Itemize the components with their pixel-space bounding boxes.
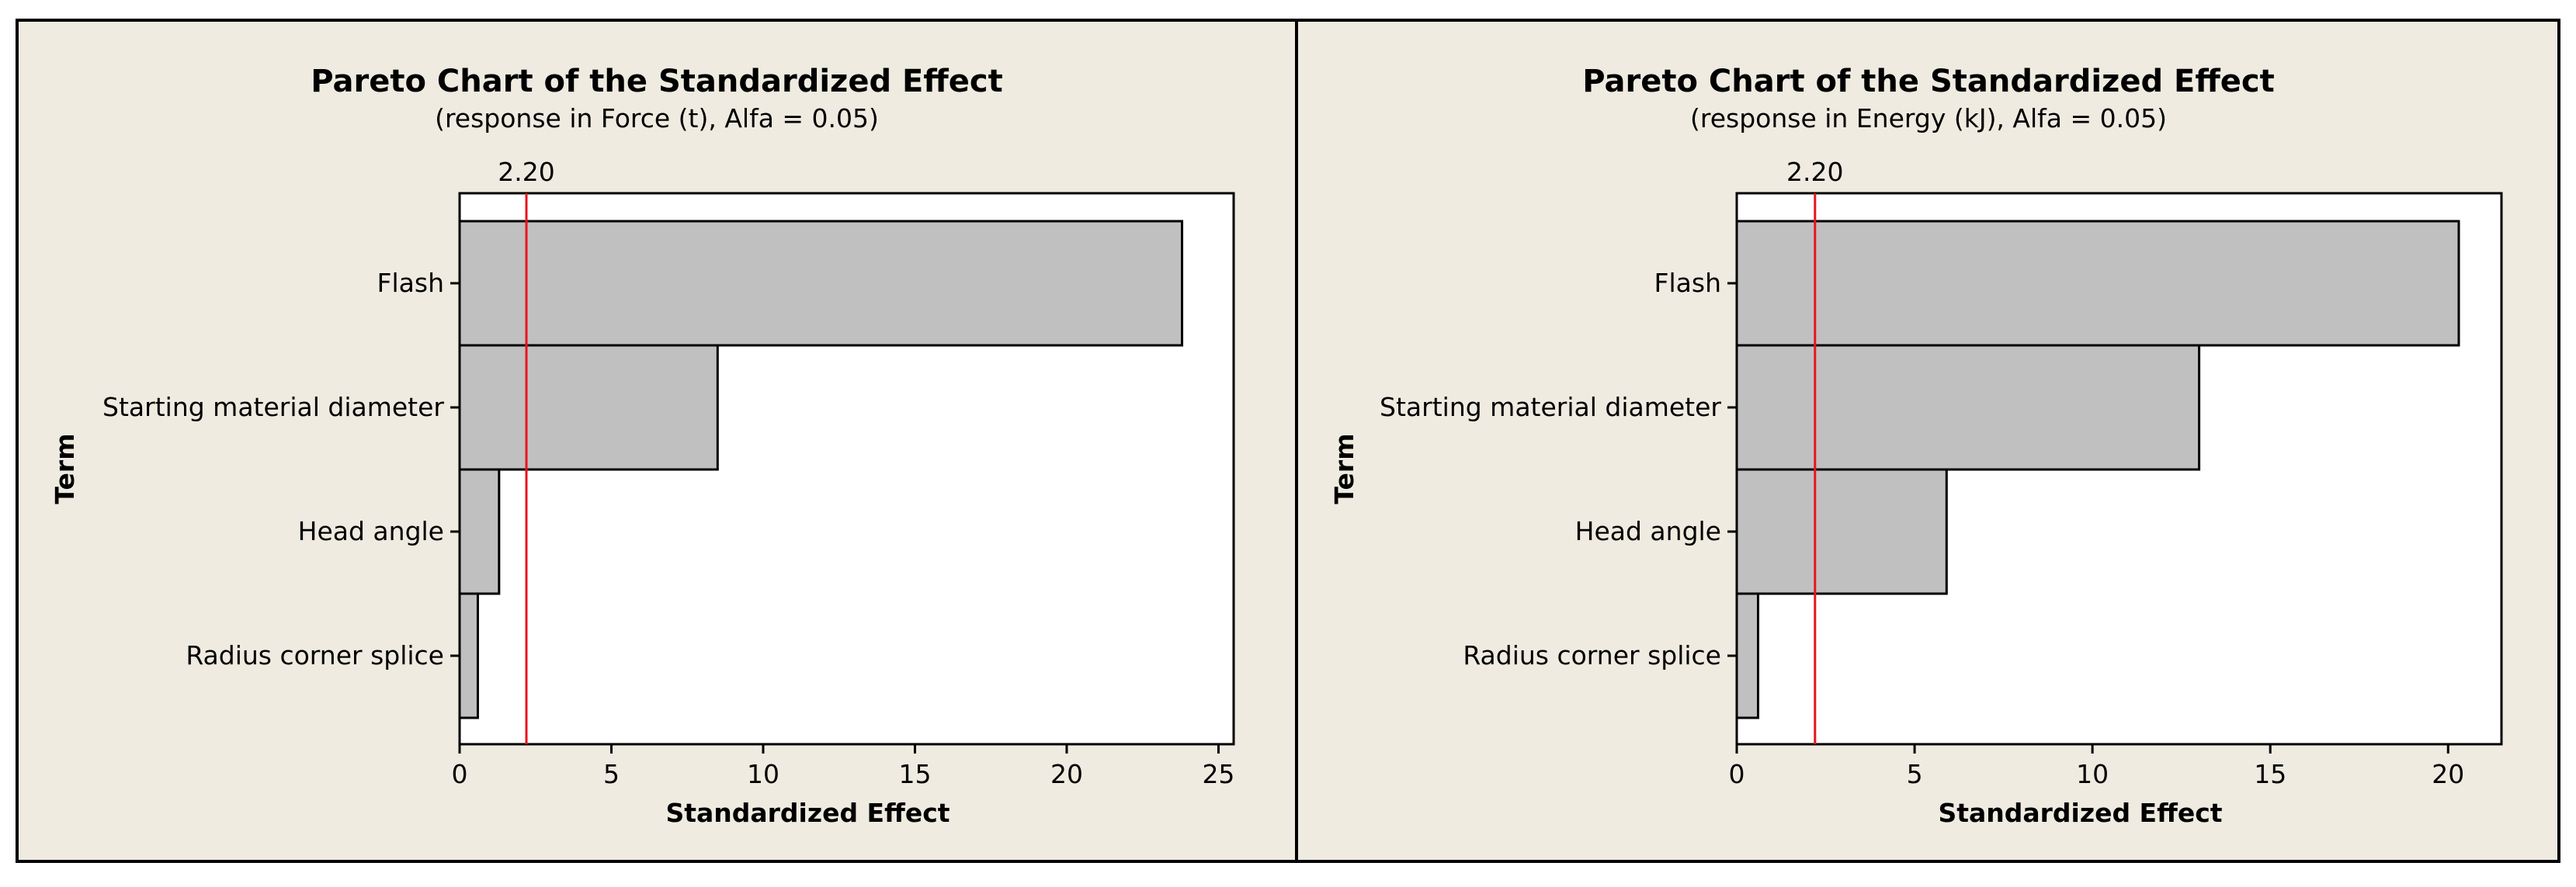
y-axis-ticks: Flash Starting material diameter Head angl… (1380, 268, 1737, 670)
bar-group (1735, 220, 2460, 719)
category-label: Head angle (1575, 516, 1721, 546)
category-label: Flash (1654, 268, 1721, 298)
category-label: Head angle (298, 516, 444, 546)
x-tick-label: 20 (1050, 759, 1083, 789)
category-label: Starting material diameter (102, 392, 444, 422)
x-axis-ticks: 0 5 10 15 20 (1729, 744, 2464, 789)
bar-group (458, 220, 1184, 719)
bar-0 (458, 220, 1184, 347)
bar-3 (1735, 592, 1759, 719)
bar-2 (1735, 468, 1948, 595)
y-axis-label: Term (1329, 433, 1359, 504)
pareto-chart-energy: Pareto Chart of the Standardized Effect … (1295, 19, 2560, 863)
x-axis-ticks: 0 5 10 15 20 25 (452, 744, 1234, 789)
x-tick-label: 5 (603, 759, 620, 789)
x-tick-label: 0 (1729, 759, 1745, 789)
y-axis-ticks: Flash Starting material diameter Head angl… (102, 268, 460, 670)
x-axis-label: Standardized Effect (1938, 798, 2222, 828)
chart-subtitle: (response in Energy (kJ), Alfa = 0.05) (1690, 103, 2167, 133)
category-label: Radius corner splice (1463, 640, 1721, 670)
reference-line-label: 2.20 (1786, 157, 1843, 187)
x-tick-label: 0 (452, 759, 468, 789)
chart-title: Pareto Chart of the Standardized Effect (311, 64, 1002, 99)
category-label: Starting material diameter (1380, 392, 1721, 422)
x-tick-label: 10 (747, 759, 779, 789)
bar-2 (458, 468, 501, 595)
chart-subtitle: (response in Force (t), Alfa = 0.05) (435, 103, 879, 133)
pareto-chart-force: Pareto Chart of the Standardized Effect … (16, 19, 1298, 863)
bar-3 (458, 592, 479, 719)
bar-0 (1735, 220, 2460, 347)
bar-1 (458, 344, 719, 471)
x-tick-label: 5 (1907, 759, 1923, 789)
x-tick-label: 10 (2076, 759, 2109, 789)
chart-title: Pareto Chart of the Standardized Effect (1582, 64, 2274, 99)
category-label: Flash (377, 268, 444, 298)
x-axis-label: Standardized Effect (665, 798, 950, 828)
bar-1 (1735, 344, 2201, 471)
category-label: Radius corner splice (186, 640, 444, 670)
x-tick-label: 20 (2432, 759, 2464, 789)
x-tick-label: 25 (1202, 759, 1234, 789)
reference-line-label: 2.20 (498, 157, 554, 187)
x-tick-label: 15 (898, 759, 931, 789)
y-axis-label: Term (50, 433, 80, 504)
x-tick-label: 15 (2254, 759, 2286, 789)
